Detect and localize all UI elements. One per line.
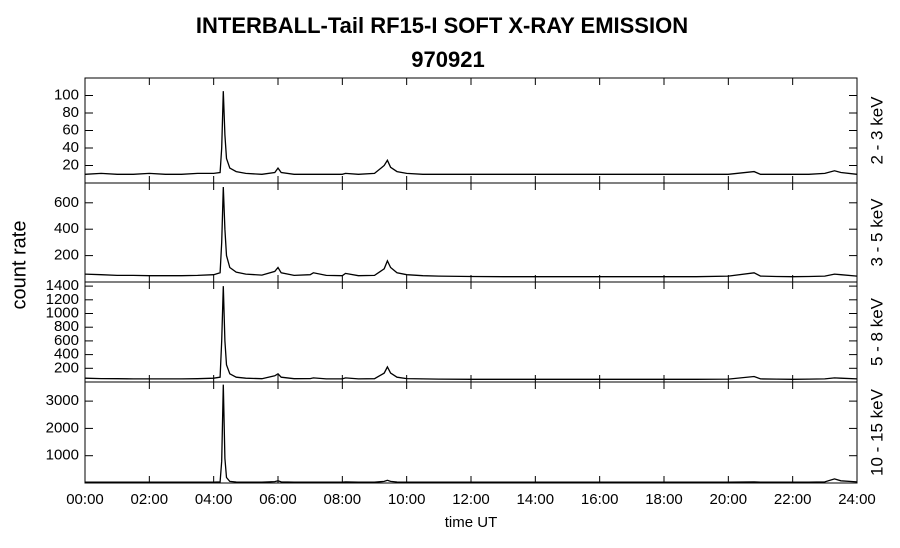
y-tick-label: 60 bbox=[62, 121, 79, 138]
data-line bbox=[84, 286, 858, 380]
panel-label: 2 - 3 keV bbox=[867, 96, 886, 165]
data-line bbox=[85, 384, 858, 483]
y-tick-label: 200 bbox=[54, 247, 79, 264]
y-tick-label: 1000 bbox=[46, 304, 79, 321]
x-tick-label: 10:00 bbox=[388, 491, 426, 508]
chart-subtitle: 970921 bbox=[411, 47, 484, 72]
y-tick-label: 80 bbox=[62, 104, 79, 121]
x-tick-label: 14:00 bbox=[517, 491, 555, 508]
y-tick-label: 100 bbox=[54, 86, 79, 103]
panel-frame bbox=[84, 182, 858, 283]
panel-frame bbox=[84, 281, 858, 383]
y-tick-label: 2000 bbox=[46, 419, 79, 436]
x-axis-label: time UT bbox=[445, 514, 498, 531]
x-tick-label: 18:00 bbox=[645, 491, 683, 508]
x-tick-label: 06:00 bbox=[259, 491, 297, 508]
y-tick-label: 40 bbox=[62, 139, 79, 156]
panel-frame bbox=[84, 77, 858, 184]
x-tick-label: 04:00 bbox=[195, 491, 233, 508]
chart-title: INTERBALL-Tail RF15-I SOFT X-RAY EMISSIO… bbox=[196, 13, 688, 38]
x-tick-label: 12:00 bbox=[452, 491, 490, 508]
panel-label: 5 - 8 keV bbox=[867, 297, 886, 366]
x-tick-label: 24:00 bbox=[838, 491, 876, 508]
y-tick-label: 600 bbox=[54, 332, 79, 349]
x-tick-label: 16:00 bbox=[581, 491, 619, 508]
y-tick-label: 600 bbox=[54, 194, 79, 211]
x-tick-label: 20:00 bbox=[710, 491, 748, 508]
y-tick-label: 20 bbox=[62, 156, 79, 173]
data-line bbox=[84, 91, 858, 175]
y-tick-label: 200 bbox=[54, 359, 79, 376]
x-tick-label: 00:00 bbox=[66, 491, 104, 508]
y-tick-label: 800 bbox=[54, 318, 79, 335]
data-line bbox=[84, 186, 858, 278]
y-tick-label: 3000 bbox=[46, 392, 79, 409]
x-tick-label: 22:00 bbox=[774, 491, 812, 508]
y-tick-label: 400 bbox=[54, 346, 79, 363]
y-tick-label: 1200 bbox=[46, 291, 79, 308]
y-tick-label: 400 bbox=[54, 220, 79, 237]
panel-label: 3 - 5 keV bbox=[867, 198, 886, 267]
x-tick-label: 02:00 bbox=[131, 491, 169, 508]
panel-label: 10 - 15 keV bbox=[867, 388, 886, 476]
y-axis-label: count rate bbox=[8, 221, 30, 310]
x-tick-label: 08:00 bbox=[324, 491, 362, 508]
panel-frame bbox=[84, 381, 858, 484]
y-tick-label: 1400 bbox=[46, 277, 79, 294]
y-tick-label: 1000 bbox=[46, 447, 79, 464]
